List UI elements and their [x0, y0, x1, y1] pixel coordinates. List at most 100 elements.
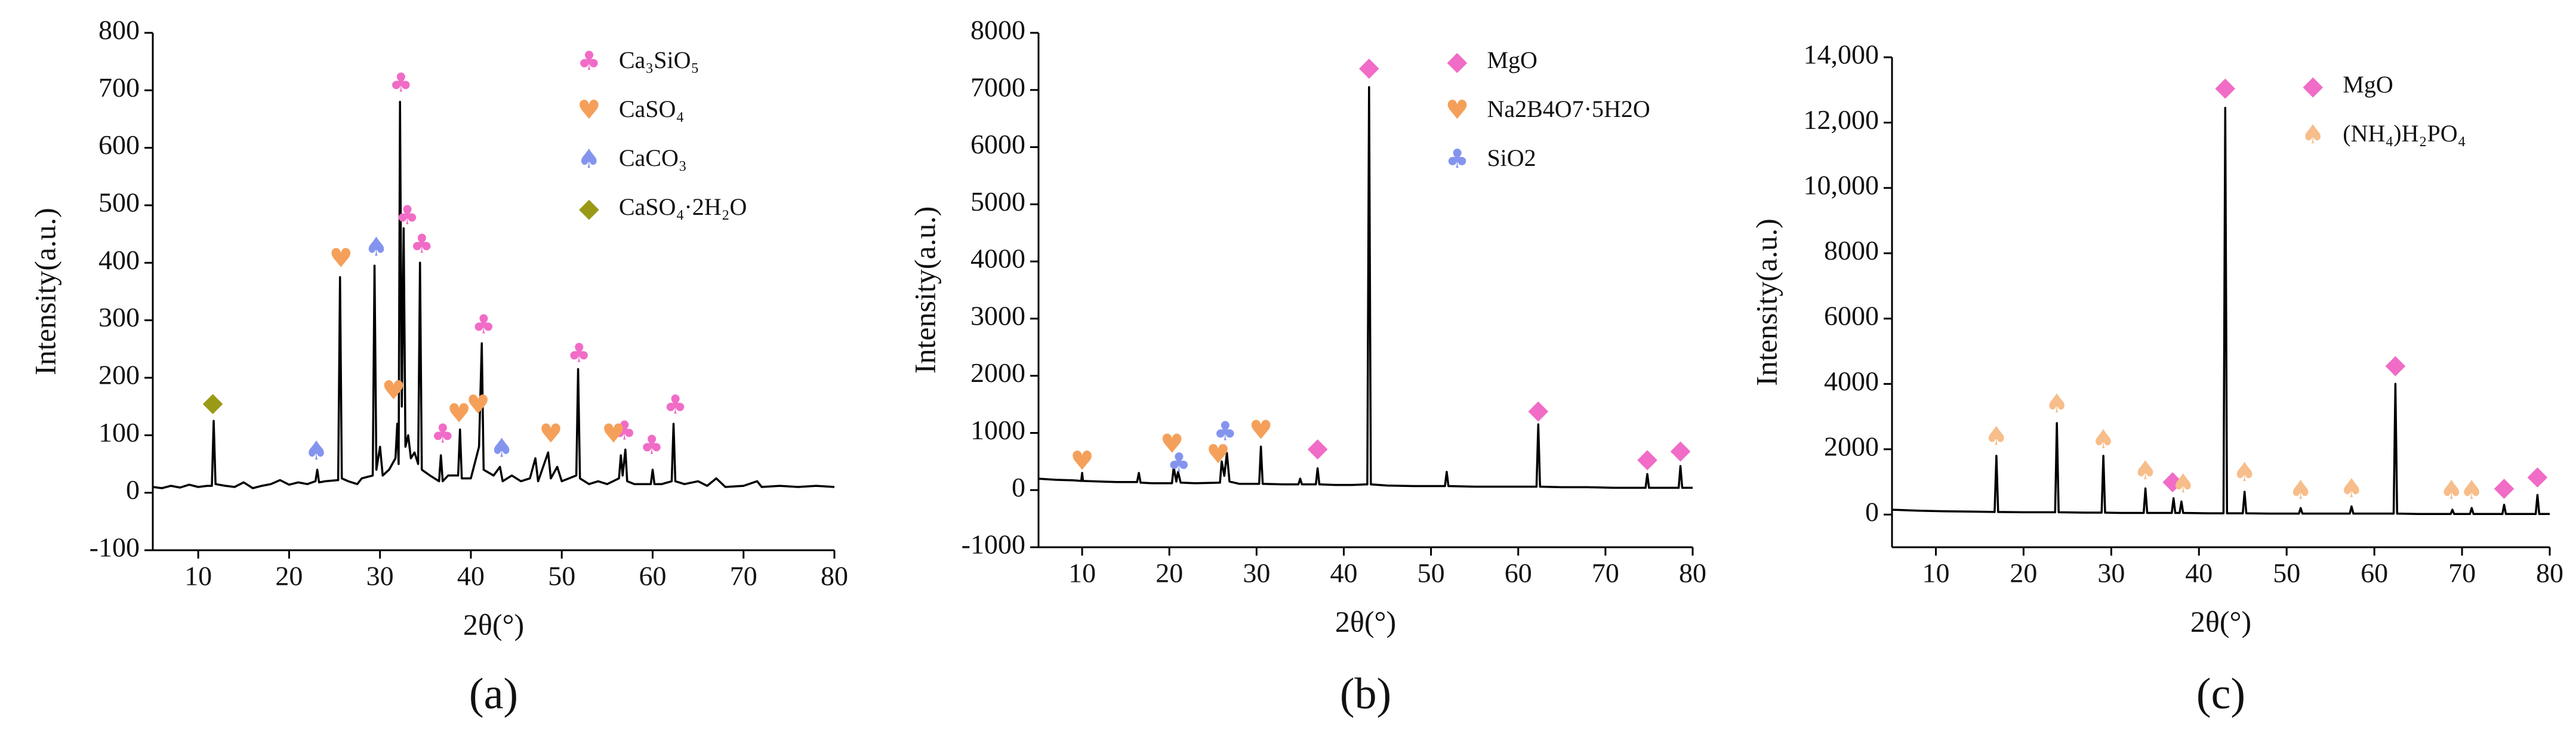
x-tick-label: 50 — [548, 561, 575, 591]
x-tick-label: 60 — [639, 561, 666, 591]
phase-marker: ♠ — [2045, 388, 2069, 419]
legend-label: Ca₃SiO₅ — [619, 47, 700, 73]
phase-marker: ♣ — [613, 416, 636, 446]
y-axis-label: Intensity(a.u.) — [1749, 218, 1783, 386]
phase-marker: ◆ — [1671, 434, 1691, 465]
y-tick-label: 6000 — [1824, 300, 1879, 331]
legend-marker: ◆ — [579, 193, 599, 223]
x-tick-label: 40 — [1330, 558, 1357, 588]
phase-marker: ♥ — [466, 390, 489, 420]
phase-marker: ♥ — [1160, 429, 1184, 460]
legend-label: MgO — [1487, 47, 1537, 73]
y-tick-label: 1000 — [970, 415, 1025, 445]
phase-marker: ♠ — [2460, 475, 2483, 505]
y-tick-label: 10,000 — [1804, 169, 1879, 200]
phase-marker: ◆ — [2528, 460, 2548, 491]
x-tick-label: 80 — [821, 561, 848, 591]
y-tick-label: 0 — [1012, 472, 1025, 502]
phase-marker: ♥ — [1070, 446, 1093, 476]
y-tick-label: 300 — [98, 302, 140, 332]
phase-marker: ◆ — [1359, 51, 1379, 82]
x-tick-label: 30 — [1243, 558, 1270, 588]
caption: (b) — [1340, 670, 1391, 719]
x-tick-label: 70 — [730, 561, 757, 591]
phase-marker: ♣ — [431, 418, 454, 449]
phase-marker: ♥ — [1206, 439, 1230, 470]
phase-marker: ◆ — [1528, 394, 1548, 425]
x-tick-label: 10 — [1922, 558, 1949, 588]
phase-marker: ♣ — [1213, 416, 1237, 446]
x-tick-label: 70 — [2448, 558, 2476, 588]
legend-marker: ♣ — [577, 46, 600, 76]
x-tick-label: 60 — [2361, 558, 2388, 588]
y-tick-label: -100 — [90, 532, 140, 563]
phase-marker: ♥ — [1249, 415, 1272, 446]
y-tick-label: 4000 — [970, 243, 1025, 274]
y-axis-label: Intensity(a.u.) — [908, 206, 941, 374]
phase-marker: ◆ — [2494, 471, 2515, 502]
phase-marker: ♠ — [2091, 424, 2115, 455]
y-tick-label: 0 — [1865, 497, 1879, 527]
x-tick-label: 20 — [275, 561, 303, 591]
y-tick-label: 0 — [126, 474, 140, 505]
phase-marker: ♥ — [382, 375, 405, 406]
x-axis-label: 2θ(°) — [2190, 605, 2251, 638]
phase-marker: ♥ — [602, 418, 625, 449]
phase-marker: ♣ — [410, 229, 433, 259]
legend-marker: ◆ — [1447, 46, 1468, 76]
x-tick-label: 30 — [366, 561, 394, 591]
legend-label: CaCO₃ — [619, 144, 687, 171]
x-tick-label: 50 — [2273, 558, 2300, 588]
legend-marker: ♠ — [2301, 119, 2325, 150]
phase-marker: ◆ — [1637, 443, 1657, 473]
y-tick-label: 14,000 — [1804, 39, 1879, 70]
legend-marker: ♥ — [1446, 95, 1469, 125]
legend-label: CaSO₄ — [619, 95, 685, 122]
phase-marker: ◆ — [2385, 349, 2405, 380]
phase-marker: ♠ — [2134, 455, 2157, 486]
phase-marker: ♠ — [304, 436, 328, 466]
y-axis-label: Intensity(a.u.) — [28, 208, 61, 375]
y-tick-label: 5000 — [970, 186, 1025, 217]
phase-marker: ◆ — [2162, 465, 2183, 496]
y-tick-label: 12,000 — [1804, 104, 1879, 135]
legend-label: CaSO₄·2H₂O — [619, 193, 747, 220]
phase-marker: ♥ — [329, 243, 352, 274]
legend-label: (NH₄)H₂PO₄ — [2343, 120, 2466, 147]
phase-marker: ♥ — [539, 418, 562, 449]
caption: (c) — [2196, 670, 2245, 719]
legend-label: Na2B4O7·5H2O — [1487, 95, 1650, 122]
y-tick-label: 200 — [98, 360, 140, 390]
phase-marker: ♠ — [2171, 468, 2195, 499]
y-tick-label: 100 — [98, 417, 140, 448]
phase-marker: ◆ — [203, 387, 223, 417]
phase-marker: ♠ — [2289, 475, 2312, 505]
x-axis-label: 2θ(°) — [1335, 605, 1396, 638]
y-tick-label: 2000 — [970, 357, 1025, 388]
phase-marker: ♠ — [490, 433, 513, 463]
y-tick-label: 700 — [98, 72, 140, 103]
y-tick-label: -1000 — [962, 529, 1025, 560]
legend-marker: ♠ — [577, 144, 600, 174]
y-tick-label: 4000 — [1824, 366, 1879, 396]
phase-marker: ♠ — [365, 232, 388, 262]
xrd-pattern — [1891, 107, 2550, 515]
phase-marker: ◆ — [1308, 432, 1328, 462]
x-tick-label: 80 — [1679, 558, 1706, 588]
phase-marker: ♠ — [1985, 421, 2008, 452]
y-tick-label: 7000 — [970, 72, 1025, 102]
x-tick-label: 60 — [1505, 558, 1532, 588]
y-tick-label: 500 — [98, 187, 140, 218]
x-tick-label: 50 — [1418, 558, 1445, 588]
phase-marker: ♣ — [1167, 448, 1191, 478]
phase-marker: ♣ — [396, 200, 419, 230]
legend-label: SiO2 — [1487, 144, 1536, 171]
x-tick-label: 30 — [2097, 558, 2125, 588]
x-tick-label: 80 — [2536, 558, 2563, 588]
y-tick-label: 800 — [98, 15, 140, 45]
legend-marker: ◆ — [2303, 70, 2323, 101]
x-tick-label: 70 — [1592, 558, 1619, 588]
legend-marker: ♣ — [1446, 144, 1469, 174]
